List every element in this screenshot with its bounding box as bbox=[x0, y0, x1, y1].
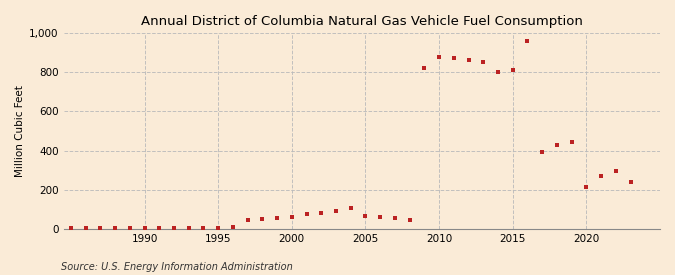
Point bbox=[139, 226, 150, 230]
Point bbox=[522, 39, 533, 43]
Point bbox=[316, 210, 327, 215]
Point bbox=[109, 226, 120, 230]
Point bbox=[581, 185, 592, 189]
Point bbox=[227, 225, 238, 229]
Point bbox=[625, 180, 636, 184]
Point bbox=[463, 57, 474, 62]
Point bbox=[242, 218, 253, 223]
Point bbox=[198, 226, 209, 230]
Point bbox=[169, 226, 180, 230]
Point bbox=[375, 215, 385, 219]
Point bbox=[419, 65, 430, 70]
Point bbox=[271, 216, 282, 220]
Point bbox=[508, 68, 518, 73]
Point bbox=[551, 142, 562, 147]
Point bbox=[537, 150, 547, 155]
Point bbox=[51, 226, 61, 231]
Point bbox=[65, 226, 76, 231]
Point bbox=[566, 139, 577, 144]
Point bbox=[301, 212, 312, 216]
Point bbox=[493, 70, 504, 75]
Point bbox=[184, 226, 194, 230]
Point bbox=[596, 174, 607, 178]
Y-axis label: Million Cubic Feet: Million Cubic Feet bbox=[15, 85, 25, 177]
Point bbox=[360, 214, 371, 218]
Point bbox=[346, 206, 356, 210]
Point bbox=[331, 209, 342, 213]
Point bbox=[610, 169, 621, 173]
Point bbox=[478, 59, 489, 64]
Point bbox=[154, 226, 165, 230]
Point bbox=[286, 214, 297, 219]
Point bbox=[124, 226, 135, 230]
Title: Annual District of Columbia Natural Gas Vehicle Fuel Consumption: Annual District of Columbia Natural Gas … bbox=[141, 15, 583, 28]
Point bbox=[404, 218, 415, 223]
Point bbox=[80, 226, 91, 231]
Point bbox=[257, 217, 268, 221]
Point bbox=[389, 216, 400, 220]
Text: Source: U.S. Energy Information Administration: Source: U.S. Energy Information Administ… bbox=[61, 262, 292, 272]
Point bbox=[95, 226, 106, 231]
Point bbox=[448, 56, 459, 60]
Point bbox=[213, 226, 223, 230]
Point bbox=[433, 54, 444, 59]
